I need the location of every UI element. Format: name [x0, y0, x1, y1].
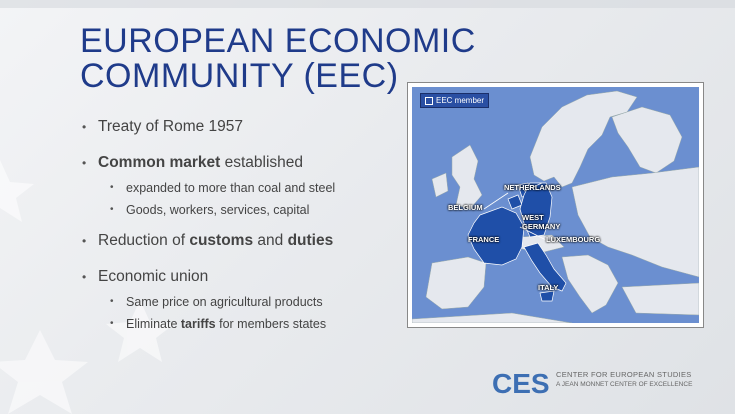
bullet-text: established	[220, 154, 304, 171]
sub-bullet-text: Goods, workers, services, capital	[126, 203, 310, 217]
label-italy: ITALY	[538, 283, 559, 292]
slide-title: EUROPEAN ECONOMIC COMMUNITY (EEC)	[80, 24, 500, 94]
sub-bullet-goods: Goods, workers, services, capital	[98, 202, 402, 218]
legend-swatch-icon	[425, 96, 433, 105]
map-legend: EEC member	[420, 93, 490, 108]
logo-line-1: CENTER FOR EUROPEAN STUDIES	[556, 370, 692, 379]
label-netherlands: NETHERLANDS	[504, 183, 561, 192]
legend-label: EEC member	[436, 96, 485, 105]
svg-text:CES: CES	[492, 368, 550, 398]
bullet-treaty-of-rome: Treaty of Rome 1957	[82, 116, 402, 138]
label-west-germany-line2: GERMANY	[522, 222, 561, 231]
ces-logo-text: CENTER FOR EUROPEAN STUDIES A JEAN MONNE…	[556, 370, 692, 390]
bullet-economic-union: Economic union Same price on agricultura…	[82, 266, 402, 332]
ces-logo-mark-icon: CES	[492, 368, 550, 398]
bullet-text-bold: duties	[287, 232, 334, 249]
bullet-text: and	[253, 232, 288, 249]
label-luxembourg: LUXEMBOURG	[546, 235, 601, 244]
ces-logo: CES CENTER FOR EUROPEAN STUDIES A JEAN M…	[492, 364, 722, 402]
bullet-text-bold: customs	[189, 232, 254, 249]
sub-bullet-text-bold: tariffs	[180, 317, 216, 331]
label-belgium: BELGIUM	[448, 203, 483, 212]
sub-bullet-text: Same price on agricultural products	[126, 295, 323, 309]
eec-map: EEC member NETHERLANDS BELGIUM WEST GERM…	[412, 87, 699, 323]
europe-map-image	[412, 87, 699, 323]
sub-bullet-tariffs: Eliminate tariffs for members states	[98, 316, 402, 332]
bullet-text: Economic union	[98, 268, 209, 285]
title-line-2: COMMUNITY (EEC)	[80, 57, 399, 95]
sub-bullet-expanded: expanded to more than coal and steel	[98, 180, 402, 196]
bullet-common-market: Common market established expanded to mo…	[82, 152, 402, 218]
sub-bullet-text: expanded to more than coal and steel	[126, 181, 336, 195]
bullet-reduction: Reduction of customs and duties	[82, 230, 402, 252]
sub-bullet-text: Eliminate	[126, 317, 181, 331]
eec-map-frame: EEC member NETHERLANDS BELGIUM WEST GERM…	[407, 82, 704, 328]
label-west-germany-line1: WEST	[522, 213, 544, 222]
sub-bullet-same-price: Same price on agricultural products	[98, 294, 402, 310]
bullet-list: Treaty of Rome 1957 Common market establ…	[82, 116, 402, 344]
title-line-1: EUROPEAN ECONOMIC	[80, 22, 476, 60]
label-france: FRANCE	[468, 235, 500, 244]
sub-bullet-text: for members states	[215, 317, 327, 331]
bullet-text: Reduction of	[98, 232, 190, 249]
logo-line-2: A JEAN MONNET CENTER OF EXCELLENCE	[556, 381, 693, 388]
bullet-text: Treaty of Rome 1957	[98, 118, 244, 135]
bullet-text-bold: Common market	[98, 154, 221, 171]
